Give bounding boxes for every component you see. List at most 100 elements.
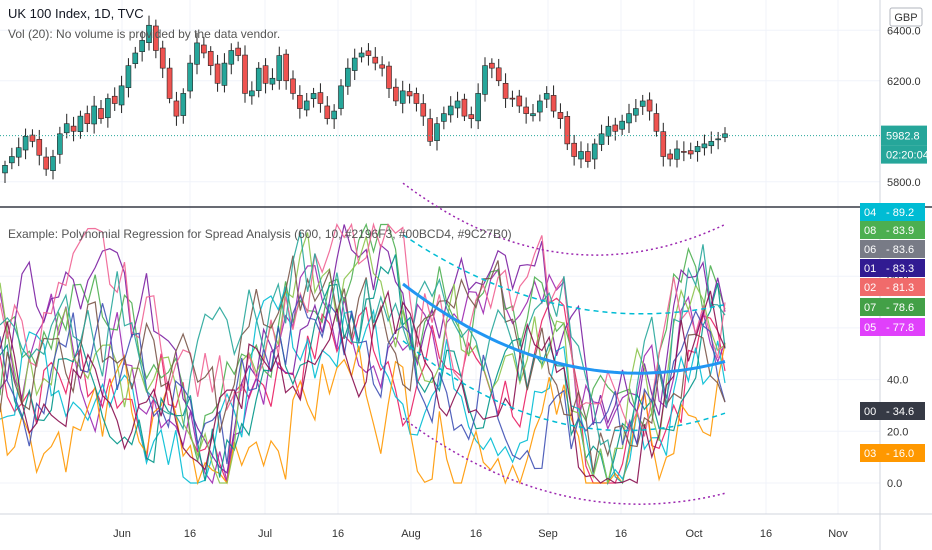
- time-tick-label: 16: [615, 528, 627, 540]
- candle-body: [22, 136, 29, 151]
- series-tag-07[interactable]: [860, 298, 882, 316]
- candle-body: [242, 54, 248, 94]
- candle-body: [187, 62, 193, 92]
- candle-body: [303, 100, 310, 111]
- candle-body: [612, 124, 619, 132]
- price-axis[interactable]: 6400.06200.05800.0GBP5982.802:20:0480.06…: [860, 7, 929, 490]
- candle-body: [530, 113, 536, 117]
- candle-body: [633, 108, 639, 116]
- candle-body: [413, 93, 420, 104]
- time-tick-label: 16: [184, 528, 196, 540]
- candle-body: [118, 85, 125, 106]
- countdown-tag: [881, 145, 927, 164]
- series-tag-08[interactable]: [860, 221, 882, 239]
- series-tag-04[interactable]: [860, 203, 882, 221]
- outer-band-lower: [402, 417, 726, 505]
- price-tick-label: 6200.0: [887, 76, 921, 88]
- candle-body: [228, 50, 235, 65]
- series-value: - 16.0: [886, 448, 914, 460]
- series-value-tag: [881, 278, 925, 296]
- osc-series-line: [0, 231, 726, 485]
- candle-body: [29, 134, 36, 142]
- series-name: 07: [864, 302, 876, 314]
- series-value: - 83.9: [886, 225, 914, 237]
- series-tag-01[interactable]: [860, 259, 882, 277]
- osc-series-line: [0, 222, 726, 437]
- time-tick-label: Jun: [113, 528, 131, 540]
- series-tag-00[interactable]: [860, 402, 882, 420]
- candle-body: [36, 139, 43, 156]
- candle-body: [372, 56, 379, 64]
- candle-body: [406, 91, 413, 97]
- time-tick-label: 16: [332, 528, 344, 540]
- candle-body: [283, 53, 289, 82]
- candle-body: [358, 52, 365, 58]
- series-tag-05[interactable]: [860, 318, 882, 336]
- series-tag-06[interactable]: [860, 240, 882, 258]
- candle-body: [454, 100, 461, 109]
- candle-body: [338, 85, 344, 109]
- series-value-tag: [881, 221, 925, 239]
- candle-body: [639, 100, 646, 107]
- last-price-value: 5982.8: [886, 131, 920, 143]
- volume-note[interactable]: Vol (20): No volume is provided by the d…: [8, 27, 280, 41]
- candle-body: [461, 98, 468, 117]
- series-value-tag: [881, 259, 925, 277]
- candle-body: [153, 25, 159, 51]
- candle-body: [434, 123, 440, 141]
- series-value-tag: [881, 318, 925, 336]
- candle-body: [420, 103, 427, 117]
- osc-series-line: [0, 289, 726, 484]
- candle-body: [489, 62, 495, 69]
- candle-body: [660, 131, 667, 157]
- series-value-tag: [881, 402, 925, 420]
- candle-body: [516, 95, 523, 107]
- inner-band-upper: [402, 234, 726, 315]
- candle-body: [146, 24, 152, 43]
- candle-body: [194, 42, 200, 65]
- candle-body: [564, 116, 571, 145]
- candle-body: [674, 148, 680, 160]
- currency-box[interactable]: [889, 7, 923, 27]
- series-value: - 77.8: [886, 322, 914, 334]
- candle-body: [557, 112, 564, 119]
- candle-body: [379, 64, 385, 69]
- candle-body: [543, 93, 550, 100]
- series-value: - 78.6: [886, 302, 914, 314]
- candle-body: [598, 133, 605, 145]
- series-value: - 81.3: [886, 282, 914, 294]
- inner-band-lower: [402, 340, 726, 432]
- candle-body: [331, 110, 337, 120]
- candle-body: [105, 98, 111, 119]
- candle-body: [84, 113, 91, 124]
- osc-series-line: [0, 224, 726, 474]
- series-value: - 83.3: [886, 263, 914, 275]
- time-axis[interactable]: Jun 16 Jul 16 Aug 16 Sep 16 Oct 16 Nov: [113, 528, 848, 540]
- outer-band-upper: [402, 182, 726, 256]
- candle-body: [70, 125, 77, 132]
- series-name: 03: [864, 448, 876, 460]
- candle-body: [427, 118, 433, 142]
- series-tag-02[interactable]: [860, 278, 882, 296]
- symbol-title[interactable]: UK 100 Index, 1D, TVC: [8, 6, 144, 21]
- currency-label: GBP: [894, 12, 917, 24]
- candle-body: [605, 125, 612, 137]
- last-price-tag[interactable]: [881, 125, 927, 146]
- candle-body: [50, 156, 56, 171]
- series-name: 01: [864, 263, 876, 275]
- time-tick-label: Oct: [685, 528, 702, 540]
- candle-body: [681, 151, 687, 153]
- price-tick-label: 5800.0: [887, 177, 921, 189]
- candle-body: [9, 156, 15, 164]
- candle-body: [249, 90, 255, 97]
- series-tag-03[interactable]: [860, 444, 882, 462]
- time-tick-label: 16: [470, 528, 482, 540]
- candle-body: [495, 67, 502, 82]
- candle-body: [111, 95, 118, 104]
- series-name: 02: [864, 282, 876, 294]
- candle-body: [585, 151, 591, 162]
- candle-body: [571, 142, 577, 157]
- osc-series-line: [0, 232, 726, 484]
- candle-body: [91, 105, 97, 125]
- indicator-title[interactable]: Example: Polynomial Regression for Sprea…: [8, 227, 512, 241]
